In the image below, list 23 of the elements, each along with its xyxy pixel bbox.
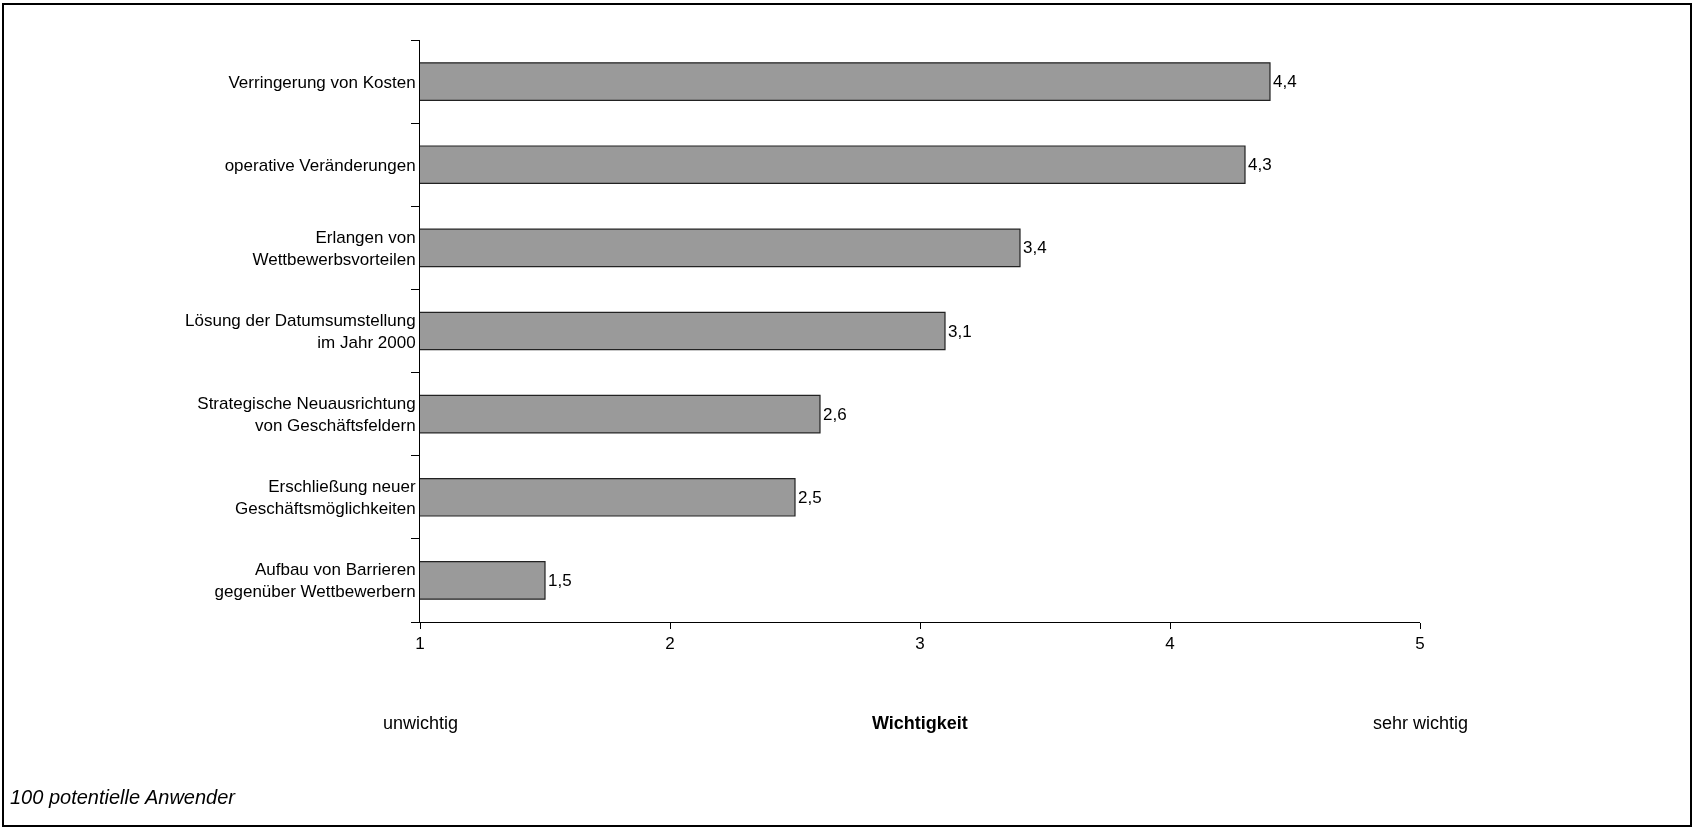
x-tick-label: 3 <box>915 634 925 654</box>
y-tick-label: Aufbau von Barrieren gegenüber Wettbewerbern <box>214 560 416 602</box>
x-tick-label: 4 <box>1165 634 1175 654</box>
data-label: 3,4 <box>1023 238 1047 258</box>
data-label: 3,1 <box>948 321 972 341</box>
text: unwichtig <box>383 713 459 733</box>
y-tick-label: Erlangen von Wettbewerbsvorteilen <box>252 227 416 269</box>
data-label: 2,5 <box>798 487 822 507</box>
data-label: 4,4 <box>1273 72 1297 92</box>
y-tick-label: Erschließung neuer Geschäftsmöglichkeiten <box>235 477 416 519</box>
data-label: 4,3 <box>1248 155 1272 175</box>
text: 100 potentielle Anwender <box>10 786 237 808</box>
y-tick-label: Lösung der Datumsumstellung im Jahr 2000 <box>185 310 416 352</box>
text: sehr wichtig <box>1373 713 1469 733</box>
x-axis-title: Wichtigkeit <box>872 713 968 733</box>
x-tick-label: 1 <box>415 634 425 654</box>
x-tick-label: 5 <box>1415 634 1425 654</box>
data-label: 2,6 <box>823 404 847 424</box>
y-tick-label: Verringerung von Kosten <box>228 72 416 92</box>
data-label: 1,5 <box>548 570 572 590</box>
y-tick-label: operative Veränderungen <box>224 155 416 175</box>
y-tick-label: Strategische Neuausrichtung von Geschäftsfeldern <box>197 394 416 436</box>
x-tick-label: 2 <box>665 634 675 654</box>
